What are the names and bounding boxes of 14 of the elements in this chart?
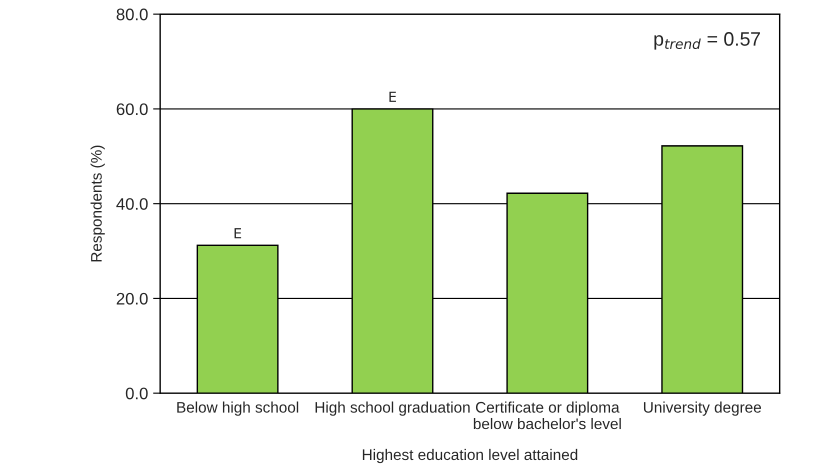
y-axis-title: Respondents (%) — [90, 146, 105, 262]
y-tick-label: 40.0 — [116, 198, 148, 210]
x-tick-label: Below high school — [177, 402, 298, 416]
y-tick-label: 60.0 — [116, 103, 148, 116]
y-tick-label: 80.0 — [116, 8, 148, 20]
x-tick-label: High school graduation — [316, 402, 470, 416]
data-label: E — [389, 92, 396, 102]
y-tick-label: 0.0 — [126, 388, 148, 400]
y-tick-label: 20.0 — [116, 292, 148, 305]
data-label: E — [234, 228, 242, 238]
annotation: p$_{trend}$ = 0.57 — [654, 32, 760, 50]
x-tick-label: Certificate or diploma below bachelor's level — [474, 402, 621, 430]
x-tick-label: University degree — [644, 402, 761, 416]
x-axis-title: Highest education level attained — [362, 448, 578, 464]
